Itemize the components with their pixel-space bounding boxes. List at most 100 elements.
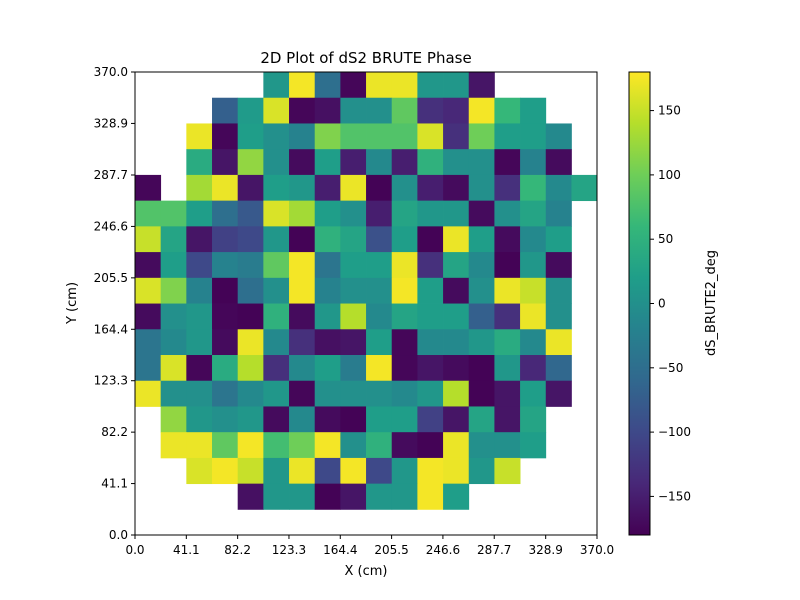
heatmap-cell — [366, 355, 393, 382]
heatmap-cell — [160, 355, 187, 382]
heatmap-cell — [545, 149, 572, 176]
heatmap-cell — [289, 174, 316, 202]
heatmap-cell — [468, 226, 495, 253]
heatmap-cell — [545, 380, 572, 407]
heatmap-cell — [417, 303, 444, 330]
heatmap-cell — [520, 406, 547, 433]
y-tick-label: 82.2 — [101, 425, 128, 439]
heatmap-cell — [263, 329, 290, 356]
heatmap-cell — [314, 174, 341, 202]
y-tick-label: 123.3 — [94, 374, 128, 388]
heatmap-cell — [391, 72, 418, 99]
heatmap-cell — [391, 97, 418, 124]
x-tick-label: 41.1 — [173, 543, 200, 557]
heatmap-cell — [212, 355, 239, 382]
heatmap-cell — [314, 226, 341, 253]
heatmap-cell — [314, 432, 341, 459]
heatmap-cell — [443, 483, 470, 510]
heatmap-cell — [289, 277, 316, 304]
heatmap-cell — [340, 123, 367, 150]
heatmap-cell — [186, 252, 213, 279]
heatmap-cell — [417, 72, 444, 99]
heatmap-cell — [417, 252, 444, 279]
heatmap-cell — [468, 97, 495, 124]
heatmap-cell — [443, 406, 470, 433]
heatmap-cell — [545, 174, 572, 202]
heatmap-cell — [417, 123, 444, 150]
heatmap-cell — [212, 432, 239, 459]
heatmap-cell — [340, 252, 367, 279]
heatmap-cell — [366, 277, 393, 304]
heatmap-cell — [417, 97, 444, 124]
heatmap-cell — [545, 252, 572, 279]
heatmap-cell — [160, 200, 187, 227]
heatmap-cell — [520, 355, 547, 382]
heatmap-cell — [468, 149, 495, 176]
heatmap-cell — [289, 406, 316, 433]
heatmap-cell — [135, 226, 162, 253]
heatmap-cell — [366, 406, 393, 433]
heatmap-cell — [289, 355, 316, 382]
heatmap-cell — [443, 226, 470, 253]
heatmap-cell — [237, 432, 264, 459]
heatmap-cell — [237, 329, 264, 356]
heatmap-cell — [468, 457, 495, 485]
heatmap-cell — [571, 174, 598, 202]
colorbar-axis: −150 −100 −50 0 50 100 150 — [650, 104, 691, 503]
heatmap-cell — [443, 72, 470, 99]
heatmap-cell — [263, 483, 290, 510]
heatmap-cell — [366, 174, 393, 202]
heatmap-cell — [520, 200, 547, 227]
heatmap-cell — [135, 174, 162, 202]
heatmap-cell — [237, 277, 264, 304]
heatmap-cell — [520, 174, 547, 202]
heatmap-cell — [391, 457, 418, 485]
heatmap-cell — [417, 174, 444, 202]
heatmap-cell — [417, 483, 444, 510]
heatmap-cell — [160, 252, 187, 279]
heatmap-cell — [494, 123, 521, 150]
heatmap-cell — [212, 149, 239, 176]
heatmap-cell — [468, 355, 495, 382]
heatmap-cell — [545, 355, 572, 382]
heatmap-cell — [417, 355, 444, 382]
heatmap-cell — [135, 380, 162, 407]
heatmap-cell — [314, 483, 341, 510]
heatmap-cell — [443, 277, 470, 304]
x-axis: 0.0 41.1 82.2 123.3 164.4 205.5 246.6 287.7 328.… — [125, 535, 614, 557]
colorbar-tick-label: 100 — [658, 168, 681, 182]
heatmap-cell — [314, 457, 341, 485]
heatmap-cell — [520, 252, 547, 279]
heatmap-cell — [340, 303, 367, 330]
heatmap-cell — [135, 355, 162, 382]
heatmap-cell — [160, 277, 187, 304]
y-tick-label: 205.5 — [94, 271, 128, 285]
heatmap-cell — [520, 226, 547, 253]
heatmap-cell — [186, 380, 213, 407]
heatmap-cell — [340, 72, 367, 99]
heatmap-cell — [135, 303, 162, 330]
heatmap-cell — [340, 226, 367, 253]
heatmap-cell — [494, 406, 521, 433]
heatmap-cell — [237, 97, 264, 124]
heatmap-cell — [494, 432, 521, 459]
heatmap-cell — [263, 303, 290, 330]
heatmap-cell — [494, 457, 521, 485]
heatmap-cell — [263, 355, 290, 382]
heatmap-cell — [160, 329, 187, 356]
heatmap-cell — [468, 252, 495, 279]
y-tick-label: 0.0 — [109, 528, 128, 542]
heatmap-cell — [237, 483, 264, 510]
heatmap-cell — [237, 252, 264, 279]
heatmap-cell — [366, 432, 393, 459]
heatmap-cell — [443, 97, 470, 124]
heatmap-cell — [289, 72, 316, 99]
x-tick-label: 246.6 — [426, 543, 460, 557]
heatmap-cell — [135, 329, 162, 356]
colorbar-tick-label: −150 — [658, 489, 691, 503]
heatmap-cell — [443, 149, 470, 176]
heatmap-cell — [366, 72, 393, 99]
heatmap-cell — [212, 226, 239, 253]
y-tick-label: 41.1 — [101, 477, 128, 491]
